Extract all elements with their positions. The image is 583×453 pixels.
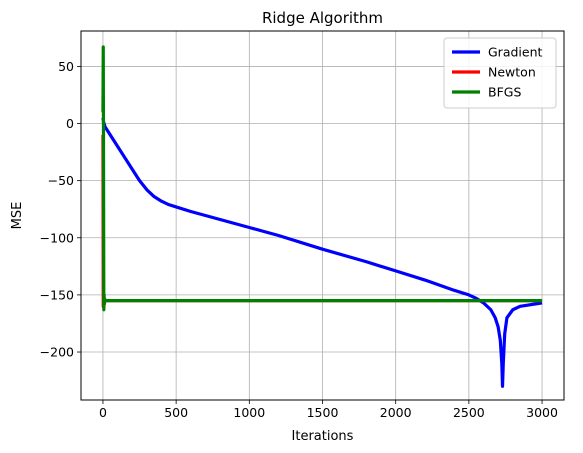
x-tick-label: 1500 [307, 405, 339, 420]
y-tick-label: −50 [48, 173, 74, 188]
chart-title: Ridge Algorithm [262, 9, 383, 27]
y-tick-label: −150 [40, 287, 74, 302]
series-line-gradient [101, 117, 543, 388]
x-tick-label: 0 [99, 405, 107, 420]
x-tick-label: 2000 [380, 405, 412, 420]
legend-label-newton: Newton [488, 65, 536, 80]
series-line-bfgs [101, 45, 543, 312]
x-tick-label: 500 [164, 405, 188, 420]
y-tick-label: 0 [66, 116, 74, 131]
legend: Gradient Newton BFGS [443, 37, 557, 109]
plot-area [101, 45, 543, 388]
y-tick-label: 50 [58, 59, 74, 74]
y-tick-label: −100 [40, 230, 74, 245]
x-tick-label: 2500 [453, 405, 485, 420]
x-axis-ticks: 0 500 1000 1500 2000 2500 3000 [99, 400, 558, 420]
y-tick-label: −200 [40, 345, 74, 360]
x-tick-label: 1000 [233, 405, 265, 420]
x-axis-label: Iterations [292, 429, 354, 444]
series-layer [101, 45, 543, 388]
y-axis-ticks: −200 −150 −100 −50 0 50 [40, 59, 81, 360]
legend-label-gradient: Gradient [488, 45, 543, 60]
y-axis-label: MSE [10, 202, 25, 230]
legend-label-bfgs: BFGS [488, 85, 521, 100]
x-tick-label: 3000 [526, 405, 558, 420]
